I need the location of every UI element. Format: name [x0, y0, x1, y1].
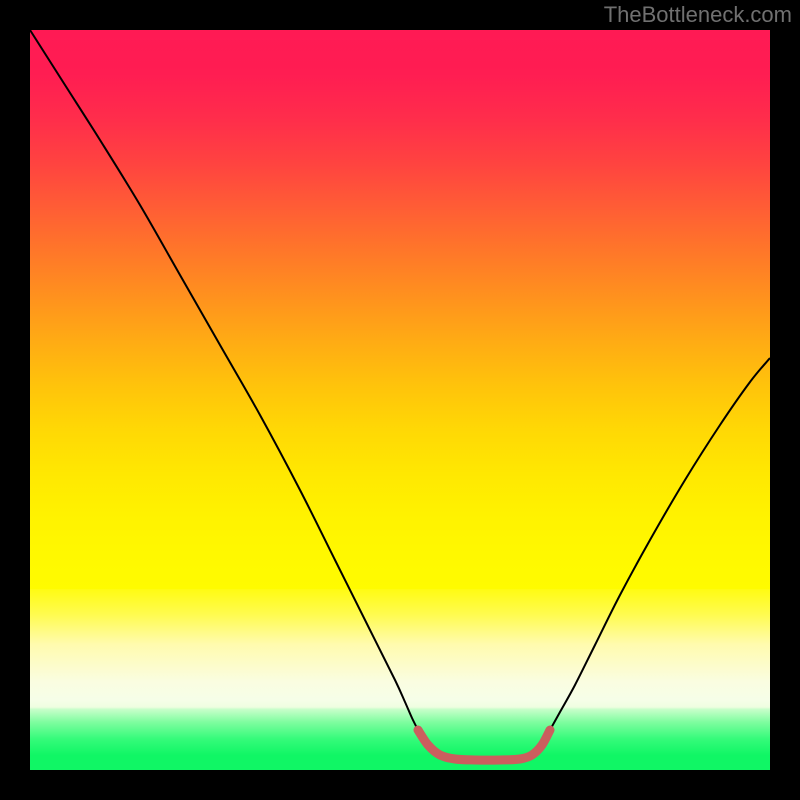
chart-svg	[0, 0, 800, 800]
chart-container: TheBottleneck.com	[0, 0, 800, 800]
chart-plot-area	[30, 30, 770, 770]
watermark-text: TheBottleneck.com	[604, 2, 792, 28]
